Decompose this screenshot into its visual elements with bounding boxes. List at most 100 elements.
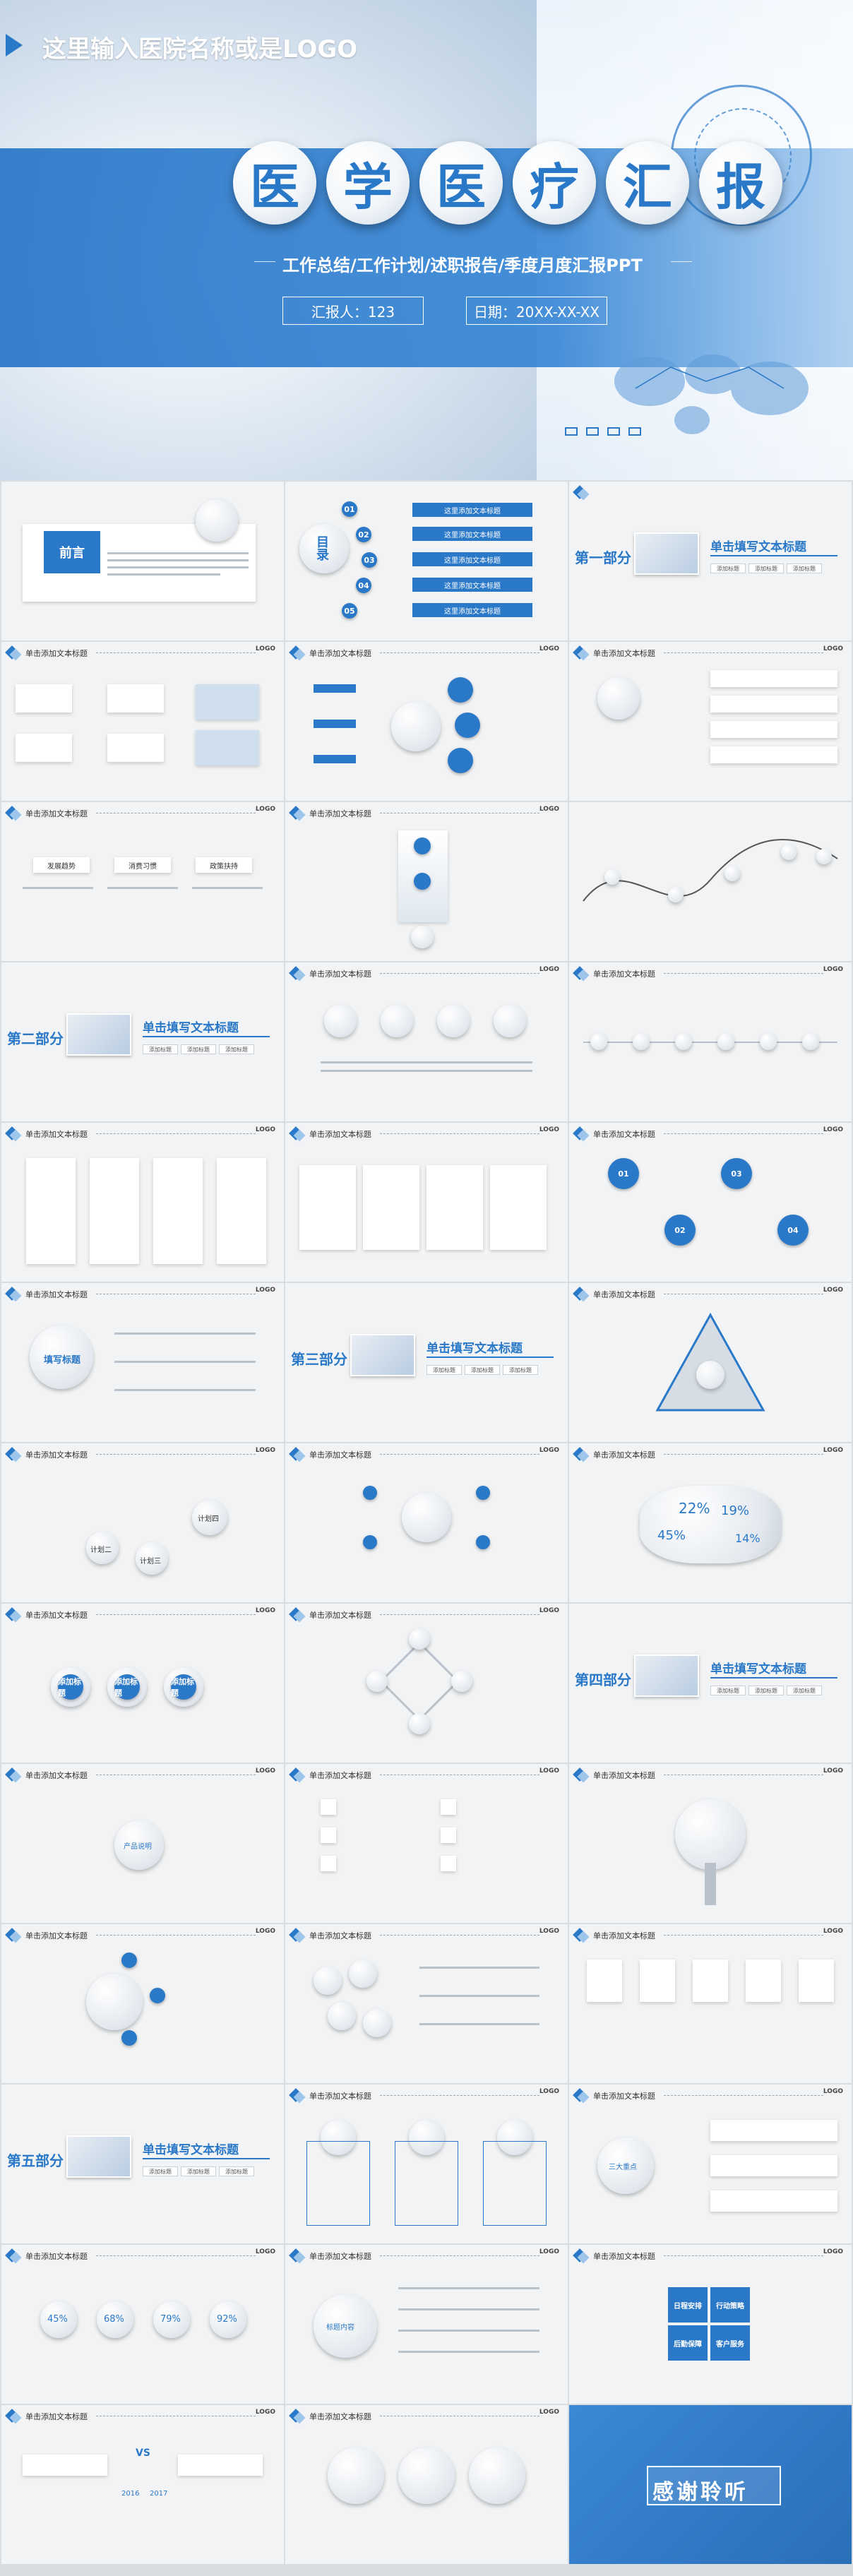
slide-section-2[interactable]: 第二部分 单击填写文本标题 添加标题 添加标题 添加标题 <box>1 962 284 1121</box>
slide-icons-list[interactable]: 单击添加文本标题 LOGO <box>1 642 284 801</box>
slide-steps[interactable]: 单击添加文本标题 LOGO 发展趋势 消费习惯 政策扶持 <box>1 802 284 961</box>
stat-value: 22% <box>679 1500 710 1517</box>
slide-four-cards[interactable]: 单击添加文本标题 LOGO <box>1 1123 284 1282</box>
section-label: 第二部分 <box>7 1030 64 1047</box>
title-char: 报 <box>699 141 782 225</box>
step-label: 发展趋势 <box>33 857 90 873</box>
section-label: 第四部分 <box>575 1671 631 1688</box>
section-label: 第五部分 <box>7 2152 64 2169</box>
stat-value: 19% <box>721 1503 750 1518</box>
section-title: 单击填写文本标题 <box>426 1342 523 1356</box>
slide-title-content[interactable]: 单击添加文本标题 LOGO 标题内容 <box>285 2245 568 2404</box>
section-label: 第三部分 <box>291 1351 347 1368</box>
percent-value: 92% <box>217 2314 237 2325</box>
play-arrow-icon <box>6 34 23 56</box>
slide-curve[interactable] <box>569 802 852 961</box>
slide-triangle[interactable]: 单击添加文本标题 LOGO <box>569 1283 852 1442</box>
section-title: 单击填写文本标题 <box>143 2143 239 2157</box>
toc-item[interactable]: 这里添加文本标题 <box>412 578 532 592</box>
cover-slide: 这里输入医院名称或是LOGO 医 学 医 疗 汇 报 工作总结/工作计划/述职报… <box>0 0 853 480</box>
swot-cell: 客户服务 <box>710 2325 750 2361</box>
slide-diamond[interactable]: 单击添加文本标题 LOGO <box>285 1604 568 1763</box>
title-char: 学 <box>326 141 410 225</box>
slide-plans[interactable]: 单击添加文本标题 LOGO 计划四 计划三 计划二 <box>1 1443 284 1602</box>
stat-value: 14% <box>735 1532 760 1545</box>
product-label: 产品说明 <box>124 1843 152 1851</box>
slide-toc[interactable]: 目录 01 02 03 04 05 这里添加文本标题 这里添加文本标题 这里添加… <box>285 482 568 640</box>
slide-product[interactable]: 单击添加文本标题 LOGO 产品说明 <box>1 1764 284 1923</box>
percent-value: 68% <box>104 2314 124 2325</box>
slide-percents[interactable]: 单击添加文本标题 LOGO 45% 68% 79% 92% <box>1 2245 284 2404</box>
slide-hub[interactable]: 单击添加文本标题 LOGO <box>285 642 568 801</box>
world-map-graphic <box>614 354 809 434</box>
slide-three-points[interactable]: 单击添加文本标题 LOGO 三大重点 <box>569 2085 852 2243</box>
reporter-box: 汇报人：123 <box>282 297 424 325</box>
slide-connector[interactable]: 单击添加文本标题 LOGO <box>285 1443 568 1602</box>
slide-bulb[interactable]: 单击添加文本标题 LOGO <box>569 642 852 801</box>
slide-section-4[interactable]: 第四部分 单击填写文本标题 添加标题 添加标题 添加标题 <box>569 1604 852 1763</box>
title-char: 汇 <box>606 141 689 225</box>
section-title: 单击填写文本标题 <box>143 1021 239 1035</box>
doctor-photo <box>66 1013 131 1056</box>
title-char: 医 <box>419 141 503 225</box>
slide-foreword[interactable]: 前言 <box>1 482 284 640</box>
slide-shields[interactable]: 单击添加文本标题 LOGO <box>569 1924 852 2083</box>
toc-item[interactable]: 这里添加文本标题 <box>412 527 532 541</box>
slide-funnel[interactable]: 单击添加文本标题 LOGO <box>285 802 568 961</box>
toc-item[interactable]: 这里添加文本标题 <box>412 603 532 617</box>
slide-hexagons[interactable]: 单击添加文本标题 LOGO 01 03 02 04 <box>569 1123 852 1282</box>
bulb-icon <box>597 677 640 720</box>
swot-cell: 后勤保障 <box>668 2325 708 2361</box>
hospital-name[interactable]: 这里输入医院名称或是LOGO <box>42 35 358 64</box>
swot-cell: 行动策略 <box>710 2287 750 2322</box>
slide-fan[interactable]: 单击添加文本标题 LOGO <box>1 1924 284 2083</box>
percent-value: 45% <box>47 2314 68 2325</box>
slide-tree[interactable]: 单击添加文本标题 LOGO <box>569 1764 852 1923</box>
slide-timeline[interactable]: 单击添加文本标题 LOGO <box>569 962 852 1121</box>
step-label: 消费习惯 <box>114 857 171 873</box>
three-points-label: 三大重点 <box>609 2164 637 2171</box>
tools-icon <box>607 427 620 436</box>
swot-cell: 日程安排 <box>668 2287 708 2322</box>
doctor-photo <box>634 1654 699 1697</box>
title-char: 疗 <box>513 141 596 225</box>
cover-subtitle: 工作总结/工作计划/述职报告/季度月度汇报PPT <box>282 256 643 275</box>
thanks-title: 感谢聆听 <box>652 2480 748 2505</box>
slide-section-3[interactable]: 第三部分 单击填写文本标题 添加标题 添加标题 添加标题 <box>285 1283 568 1442</box>
slide-section-1[interactable]: 第一部分 单击填写文本标题 添加标题 添加标题 添加标题 <box>569 482 852 640</box>
slide-swot[interactable]: 单击添加文本标题 LOGO 日程安排 行动策略 后勤保障 客户服务 <box>569 2245 852 2404</box>
slide-thanks[interactable]: 感谢聆听 <box>569 2405 852 2564</box>
step-label: 政策扶持 <box>196 857 252 873</box>
doctor-photo <box>350 1334 415 1376</box>
doctor-avatar <box>196 499 238 542</box>
slide-vs[interactable]: 单击添加文本标题 LOGO VS 2016 2017 <box>1 2405 284 2564</box>
slide-bubbles-row[interactable]: 单击添加文本标题 LOGO <box>285 2405 568 2564</box>
section-title: 单击填写文本标题 <box>710 540 806 554</box>
toc-item[interactable]: 这里添加文本标题 <box>412 503 532 517</box>
slide-pie-stats[interactable]: 单击添加文本标题 LOGO 22% 19% 45% 14% <box>569 1443 852 1602</box>
slide-fill-title[interactable]: 单击添加文本标题 LOGO 填写标题 <box>1 1283 284 1442</box>
toc-label: 目录 <box>314 535 329 561</box>
slide-cluster[interactable]: 单击添加文本标题 LOGO <box>285 1924 568 2083</box>
date-box: 日期：20XX-XX-XX <box>466 297 607 325</box>
slide-four-circles[interactable]: 单击添加文本标题 LOGO <box>285 962 568 1121</box>
section-title: 单击填写文本标题 <box>710 1662 806 1676</box>
slide-section-5[interactable]: 第五部分 单击填写文本标题 添加标题 添加标题 添加标题 <box>1 2085 284 2243</box>
foreword-label: 前言 <box>44 531 100 573</box>
slide-three-bubbles[interactable]: 单击添加文本标题 LOGO <box>285 2085 568 2243</box>
mail-icon <box>565 427 578 436</box>
section-label: 第一部分 <box>575 549 631 566</box>
doctor-photo <box>634 532 699 575</box>
slide-three-rings[interactable]: 单击添加文本标题 LOGO 添加标题 添加标题 添加标题 <box>1 1604 284 1763</box>
percent-value: 79% <box>160 2314 181 2325</box>
slide-numbered-list[interactable]: 单击添加文本标题 LOGO <box>285 1764 568 1923</box>
year-label: 2016 <box>121 2490 140 2498</box>
slide-tabs[interactable]: 单击添加文本标题 LOGO <box>285 1123 568 1282</box>
toc-item[interactable]: 这里添加文本标题 <box>412 552 532 566</box>
cover-title: 医 学 医 疗 汇 报 <box>233 141 782 225</box>
stat-value: 45% <box>657 1528 686 1543</box>
title-char: 医 <box>233 141 316 225</box>
chat-icon <box>628 427 641 436</box>
monitor-icon <box>586 427 599 436</box>
